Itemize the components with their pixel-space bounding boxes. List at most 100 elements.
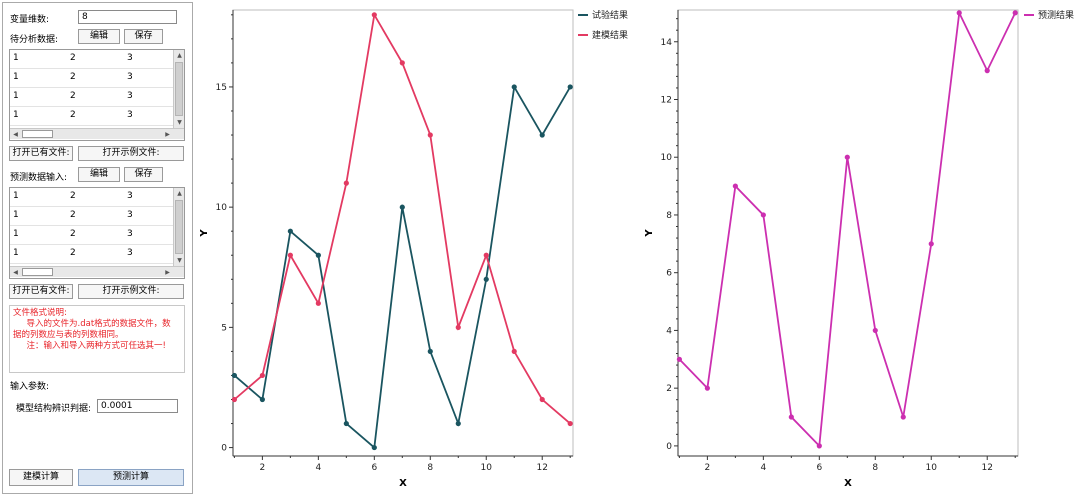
data-point bbox=[287, 228, 293, 234]
data-point bbox=[399, 204, 405, 210]
y-tick-label: 14 bbox=[661, 38, 673, 48]
table-cell[interactable]: 2 bbox=[70, 229, 76, 239]
scroll-down-icon[interactable]: ▼ bbox=[177, 257, 182, 264]
plot-frame bbox=[232, 9, 574, 457]
x-tick-label: 2 bbox=[260, 463, 266, 473]
edit-analysis-button[interactable]: 编辑 bbox=[78, 29, 120, 44]
save-analysis-button[interactable]: 保存 bbox=[124, 29, 163, 44]
data-point bbox=[315, 300, 321, 306]
y-tick-label: 6 bbox=[666, 269, 672, 279]
table-cell[interactable]: 1 bbox=[13, 91, 19, 101]
save-predict-button[interactable]: 保存 bbox=[124, 167, 163, 182]
build-model-button[interactable]: 建模计算 bbox=[9, 469, 73, 486]
series-line bbox=[233, 84, 571, 450]
data-point bbox=[287, 252, 293, 258]
scroll-left-icon[interactable]: ◀ bbox=[13, 269, 18, 276]
data-point bbox=[956, 10, 962, 16]
file-format-note: 文件格式说明: 导入的文件为.dat格式的数据文件，数 据的列数应与表的列数相同… bbox=[9, 305, 185, 373]
x-tick-label: 4 bbox=[315, 463, 321, 473]
table-cell[interactable]: 1 bbox=[13, 229, 19, 239]
data-point bbox=[539, 396, 545, 403]
predict-table-vscroll[interactable]: ▲ ▼ bbox=[173, 188, 184, 267]
table-cell[interactable]: 2 bbox=[70, 248, 76, 258]
x-tick-label: 8 bbox=[872, 463, 878, 473]
table-cell[interactable]: 3 bbox=[127, 191, 133, 201]
y-tick-label: 5 bbox=[221, 323, 227, 333]
table-cell[interactable]: 2 bbox=[70, 91, 76, 101]
table-cell[interactable]: 1 bbox=[13, 248, 19, 258]
analysis-table-vscroll[interactable]: ▲ ▼ bbox=[173, 50, 184, 129]
criterion-label: 模型结构辨识判据: bbox=[16, 404, 92, 414]
scroll-thumb[interactable] bbox=[175, 62, 183, 116]
table-row[interactable]: 1 2 3 bbox=[10, 69, 174, 88]
table-cell[interactable]: 1 bbox=[13, 210, 19, 220]
scroll-right-icon[interactable]: ▶ bbox=[165, 131, 170, 138]
analysis-data-table[interactable]: 1 2 3 1 2 3 1 2 3 1 2 3 ▲ ▼ ◀ ▶ bbox=[9, 49, 185, 141]
predict-data-table[interactable]: 1 2 3 1 2 3 1 2 3 1 2 3 ▲ ▼ ◀ ▶ bbox=[9, 187, 185, 279]
scroll-thumb[interactable] bbox=[22, 268, 53, 276]
x-tick-label: 6 bbox=[816, 463, 822, 473]
table-cell[interactable]: 2 bbox=[70, 72, 76, 82]
table-cell[interactable]: 2 bbox=[70, 210, 76, 220]
data-point bbox=[259, 372, 265, 379]
note-line: 据的列数应与表的列数相同。 bbox=[13, 330, 124, 340]
table-row[interactable]: 1 2 3 bbox=[10, 245, 174, 264]
open-file-button-2[interactable]: 打开已有文件: bbox=[9, 284, 73, 299]
open-example-button[interactable]: 打开示例文件: bbox=[78, 146, 184, 161]
table-row[interactable]: 1 2 3 bbox=[10, 188, 174, 207]
table-cell[interactable]: 3 bbox=[127, 53, 133, 63]
scroll-thumb[interactable] bbox=[175, 200, 183, 254]
edit-predict-button[interactable]: 编辑 bbox=[78, 167, 120, 182]
table-cell[interactable]: 3 bbox=[127, 229, 133, 239]
table-cell[interactable]: 2 bbox=[70, 53, 76, 63]
table-row[interactable]: 1 2 3 bbox=[10, 207, 174, 226]
table-cell[interactable]: 2 bbox=[70, 191, 76, 201]
y-axis-label: Y bbox=[644, 229, 655, 238]
open-file-button[interactable]: 打开已有文件: bbox=[9, 146, 73, 161]
table-cell[interactable]: 3 bbox=[127, 210, 133, 220]
table-row[interactable]: 1 2 3 bbox=[10, 50, 174, 69]
data-point bbox=[984, 68, 990, 74]
data-point bbox=[732, 183, 738, 189]
scroll-down-icon[interactable]: ▼ bbox=[177, 119, 182, 126]
table-cell[interactable]: 1 bbox=[13, 53, 19, 63]
table-cell[interactable]: 1 bbox=[13, 110, 19, 120]
scroll-left-icon[interactable]: ◀ bbox=[13, 131, 18, 138]
note-line: 导入的文件为.dat格式的数据文件，数 bbox=[13, 319, 171, 329]
data-point bbox=[567, 420, 573, 427]
table-cell[interactable]: 3 bbox=[127, 110, 133, 120]
scroll-right-icon[interactable]: ▶ bbox=[165, 269, 170, 276]
data-point bbox=[539, 132, 545, 138]
x-tick-label: 10 bbox=[926, 463, 938, 473]
scroll-up-icon[interactable]: ▲ bbox=[177, 52, 182, 59]
y-tick-label: 0 bbox=[666, 442, 672, 452]
table-row[interactable]: 1 2 3 bbox=[10, 88, 174, 107]
data-point bbox=[844, 154, 850, 160]
criterion-input[interactable]: 0.0001 bbox=[97, 399, 178, 413]
open-example-button-2[interactable]: 打开示例文件: bbox=[78, 284, 184, 299]
table-cell[interactable]: 2 bbox=[70, 110, 76, 120]
table-cell[interactable]: 3 bbox=[127, 72, 133, 82]
data-point bbox=[343, 180, 349, 186]
table-cell[interactable]: 3 bbox=[127, 91, 133, 101]
data-point bbox=[371, 12, 377, 18]
table-row[interactable]: 1 2 3 bbox=[10, 107, 174, 126]
var-dim-input[interactable]: 8 bbox=[78, 10, 177, 24]
predict-table-hscroll[interactable]: ◀ ▶ bbox=[10, 266, 184, 277]
analysis-table-hscroll[interactable]: ◀ ▶ bbox=[10, 128, 184, 139]
y-tick-label: 10 bbox=[216, 203, 228, 213]
y-tick-label: 15 bbox=[216, 83, 227, 93]
table-cell[interactable]: 1 bbox=[13, 72, 19, 82]
table-cell[interactable]: 3 bbox=[127, 248, 133, 258]
prediction-chart: 2 4 6 8 10 12 0 2 4 6 8 10 12 14 X Y 预测结果 bbox=[644, 9, 1074, 489]
data-point bbox=[676, 356, 682, 362]
scroll-up-icon[interactable]: ▲ bbox=[177, 190, 182, 197]
data-point bbox=[343, 420, 349, 427]
x-tick-label: 12 bbox=[981, 463, 992, 473]
table-cell[interactable]: 1 bbox=[13, 191, 19, 201]
scroll-thumb[interactable] bbox=[22, 130, 53, 138]
table-row[interactable]: 1 2 3 bbox=[10, 226, 174, 245]
data-point bbox=[900, 414, 906, 420]
predict-button[interactable]: 预测计算 bbox=[78, 469, 184, 486]
data-point bbox=[928, 241, 934, 247]
